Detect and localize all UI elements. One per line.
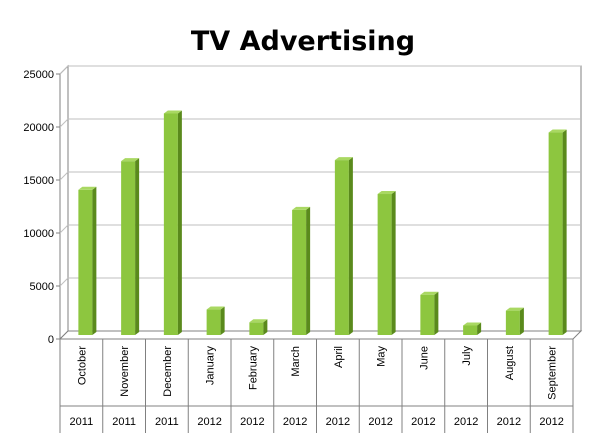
y-tick-label: 20000 <box>23 122 54 134</box>
bar <box>334 157 353 335</box>
bar-front <box>548 132 563 335</box>
y-tick-label: 0 <box>48 334 54 346</box>
bar-front <box>163 113 178 336</box>
year-label: 2012 <box>454 416 478 428</box>
bar <box>548 129 567 335</box>
bar-front <box>420 294 435 335</box>
bar <box>463 322 482 335</box>
gridline-side <box>59 65 69 75</box>
bar-side <box>135 158 140 335</box>
bar-side <box>92 186 97 335</box>
bar <box>249 319 268 335</box>
year-label: 2011 <box>70 416 94 428</box>
bar-side <box>177 110 182 336</box>
year-label: 2012 <box>197 416 221 428</box>
bar <box>420 291 439 335</box>
bar-side <box>519 307 524 335</box>
year-label: 2011 <box>112 416 136 428</box>
back-wall <box>67 65 582 332</box>
gridline-side <box>59 171 69 181</box>
bar-side <box>434 291 439 335</box>
year-label: 2012 <box>539 416 563 428</box>
year-label: 2012 <box>240 416 264 428</box>
year-label: 2012 <box>326 416 350 428</box>
bar <box>78 186 97 335</box>
month-label: August <box>504 346 516 380</box>
month-label: May <box>376 346 388 367</box>
y-tick-label: 15000 <box>23 175 54 187</box>
year-label: 2012 <box>411 416 435 428</box>
month-label: October <box>76 346 88 385</box>
bar-side <box>348 157 353 335</box>
bar-front <box>377 194 392 335</box>
bar-front <box>505 310 520 335</box>
bar <box>206 306 225 335</box>
bar-side <box>306 206 311 335</box>
bar-front <box>206 309 221 335</box>
bar-side <box>220 306 225 335</box>
bar-front <box>78 189 93 335</box>
month-label: July <box>461 346 473 366</box>
bar <box>377 191 396 335</box>
bar <box>121 158 140 335</box>
y-tick-label: 25000 <box>23 69 54 81</box>
bar-side <box>562 129 567 335</box>
bars-layer <box>78 110 567 336</box>
bar-side <box>263 319 268 335</box>
bar-top <box>334 157 353 161</box>
bar-top <box>463 322 482 326</box>
bar-top <box>505 307 524 311</box>
year-label: 2012 <box>497 416 521 428</box>
bar-top <box>163 110 182 114</box>
bar <box>292 206 311 335</box>
bar-front <box>463 325 478 335</box>
y-tick-label: 5000 <box>30 281 54 293</box>
bar <box>505 307 524 335</box>
bar-top <box>420 291 439 295</box>
gridline-side <box>59 277 69 287</box>
bar-top <box>548 129 567 133</box>
year-label: 2012 <box>368 416 392 428</box>
month-label: April <box>333 346 345 368</box>
month-label: December <box>162 346 174 397</box>
y-tick-label: 10000 <box>23 228 54 240</box>
bar-top <box>292 206 311 210</box>
month-label: January <box>205 346 217 386</box>
chart-title: TV Advertising <box>191 26 415 57</box>
bar <box>163 110 182 336</box>
bar-side <box>477 322 482 335</box>
year-label: 2012 <box>283 416 307 428</box>
bar-front <box>121 161 136 335</box>
bar-top <box>206 306 225 310</box>
month-label: June <box>418 346 430 370</box>
bar-side <box>391 191 396 335</box>
month-label: February <box>247 346 259 391</box>
x-axis-categories: October 2011 November 2011 December 2011 Janua… <box>59 339 574 433</box>
bar-top <box>377 191 396 195</box>
side-wall <box>59 64 69 341</box>
month-label: November <box>119 346 131 397</box>
bar-front <box>334 160 349 335</box>
bar-top <box>78 186 97 190</box>
month-label: September <box>547 346 559 400</box>
bar-front <box>249 322 264 335</box>
month-label: March <box>290 346 302 377</box>
bar-top <box>249 319 268 323</box>
bar-top <box>121 158 140 162</box>
bar-front <box>292 209 307 335</box>
year-label: 2011 <box>155 416 179 428</box>
gridline-side <box>59 118 69 128</box>
y-axis-ticks: 0 5000 10000 15000 20000 25000 <box>23 69 60 346</box>
gridline-side <box>59 224 69 234</box>
